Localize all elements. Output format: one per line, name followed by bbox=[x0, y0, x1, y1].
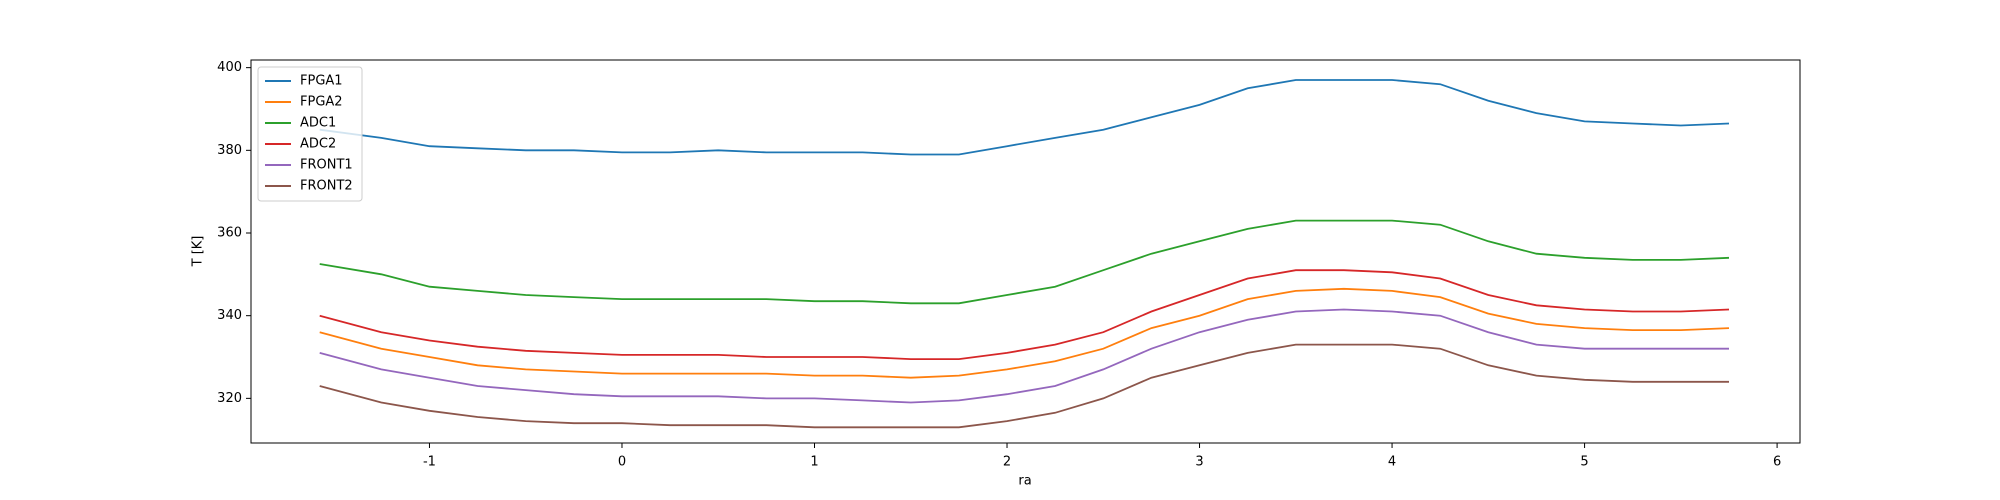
x-tick-label: -1 bbox=[423, 455, 436, 470]
series-line bbox=[319, 308, 1729, 404]
legend-label: ADC1 bbox=[300, 116, 336, 131]
legend-label: ADC2 bbox=[300, 137, 336, 152]
legend-label: FRONT1 bbox=[300, 158, 353, 173]
legend-label: FPGA2 bbox=[300, 95, 343, 110]
x-tick-label: 1 bbox=[810, 455, 818, 470]
x-axis-label: ra bbox=[1018, 474, 1031, 489]
x-tick-label: 0 bbox=[618, 455, 626, 470]
legend-label: FPGA1 bbox=[300, 74, 343, 89]
legend-box bbox=[257, 66, 363, 202]
x-tick-label: 4 bbox=[1388, 455, 1396, 470]
legend-label: FRONT2 bbox=[300, 179, 353, 194]
y-tick-label: 400 bbox=[217, 60, 242, 75]
y-tick-label: 340 bbox=[217, 308, 242, 323]
series-line bbox=[319, 269, 1730, 361]
y-tick-label: 320 bbox=[217, 391, 242, 406]
x-tick-label: 3 bbox=[1195, 455, 1203, 470]
plot-frame bbox=[250, 59, 1801, 444]
x-tick-label: 5 bbox=[1580, 455, 1588, 470]
series-line bbox=[319, 219, 1730, 305]
series-line bbox=[319, 79, 1730, 156]
series-line bbox=[319, 343, 1729, 429]
y-tick-label: 360 bbox=[217, 226, 242, 241]
y-axis-label: T [K] bbox=[191, 236, 206, 268]
x-tick-label: 2 bbox=[1003, 455, 1011, 470]
y-tick-label: 380 bbox=[217, 143, 242, 158]
series-line bbox=[319, 287, 1730, 379]
x-tick-label: 6 bbox=[1773, 455, 1781, 470]
